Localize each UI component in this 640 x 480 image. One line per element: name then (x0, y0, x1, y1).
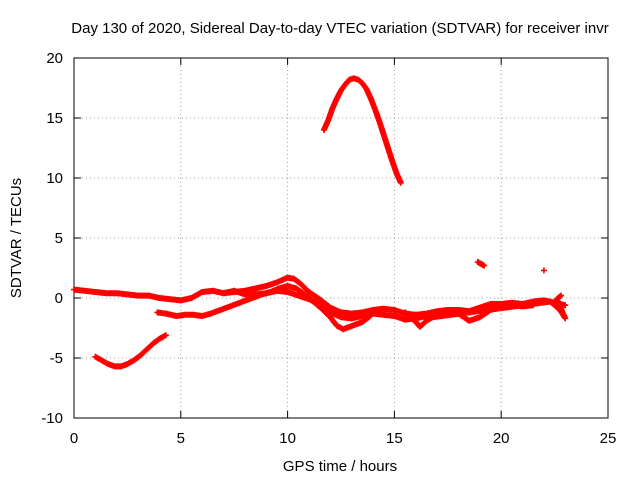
x-tick-labels: 0 5 10 15 20 25 (70, 430, 617, 447)
chart-title: Day 130 of 2020, Sidereal Day-to-day VTE… (71, 20, 608, 37)
y-tick-label: 20 (46, 50, 63, 67)
y-axis-label: SDTVAR / TECUs (8, 178, 25, 298)
data-points (71, 75, 569, 370)
series-late-drop (402, 292, 569, 330)
y-tick-label: -10 (41, 410, 63, 427)
data-point (481, 262, 488, 269)
x-tick-label: 5 (177, 430, 185, 447)
y-tick-label: 10 (46, 170, 63, 187)
y-tick-label: -5 (50, 350, 63, 367)
x-tick-label: 15 (386, 430, 403, 447)
data-point (397, 179, 404, 186)
data-point (562, 302, 569, 309)
data-point (378, 305, 385, 312)
data-point (558, 292, 565, 299)
grid (74, 58, 608, 418)
y-tick-label: 5 (55, 230, 63, 247)
series-arc (320, 75, 404, 186)
series-isolated-19h (474, 259, 488, 269)
x-axis-label: GPS time / hours (283, 458, 397, 475)
x-tick-label: 25 (600, 430, 617, 447)
series-morning-dip (92, 332, 169, 370)
axis-ticks (73, 57, 609, 419)
series-isolated-22h (540, 267, 547, 274)
data-point (556, 293, 563, 300)
data-point (540, 267, 547, 274)
x-tick-label: 10 (279, 430, 296, 447)
y-tick-label: 15 (46, 110, 63, 127)
y-tick-labels: -10 -5 0 5 10 15 20 (41, 50, 63, 427)
x-tick-label: 0 (70, 430, 78, 447)
series-dip-segment (154, 283, 385, 333)
data-point (162, 332, 169, 339)
x-tick-label: 20 (493, 430, 510, 447)
y-tick-label: 0 (55, 290, 63, 307)
